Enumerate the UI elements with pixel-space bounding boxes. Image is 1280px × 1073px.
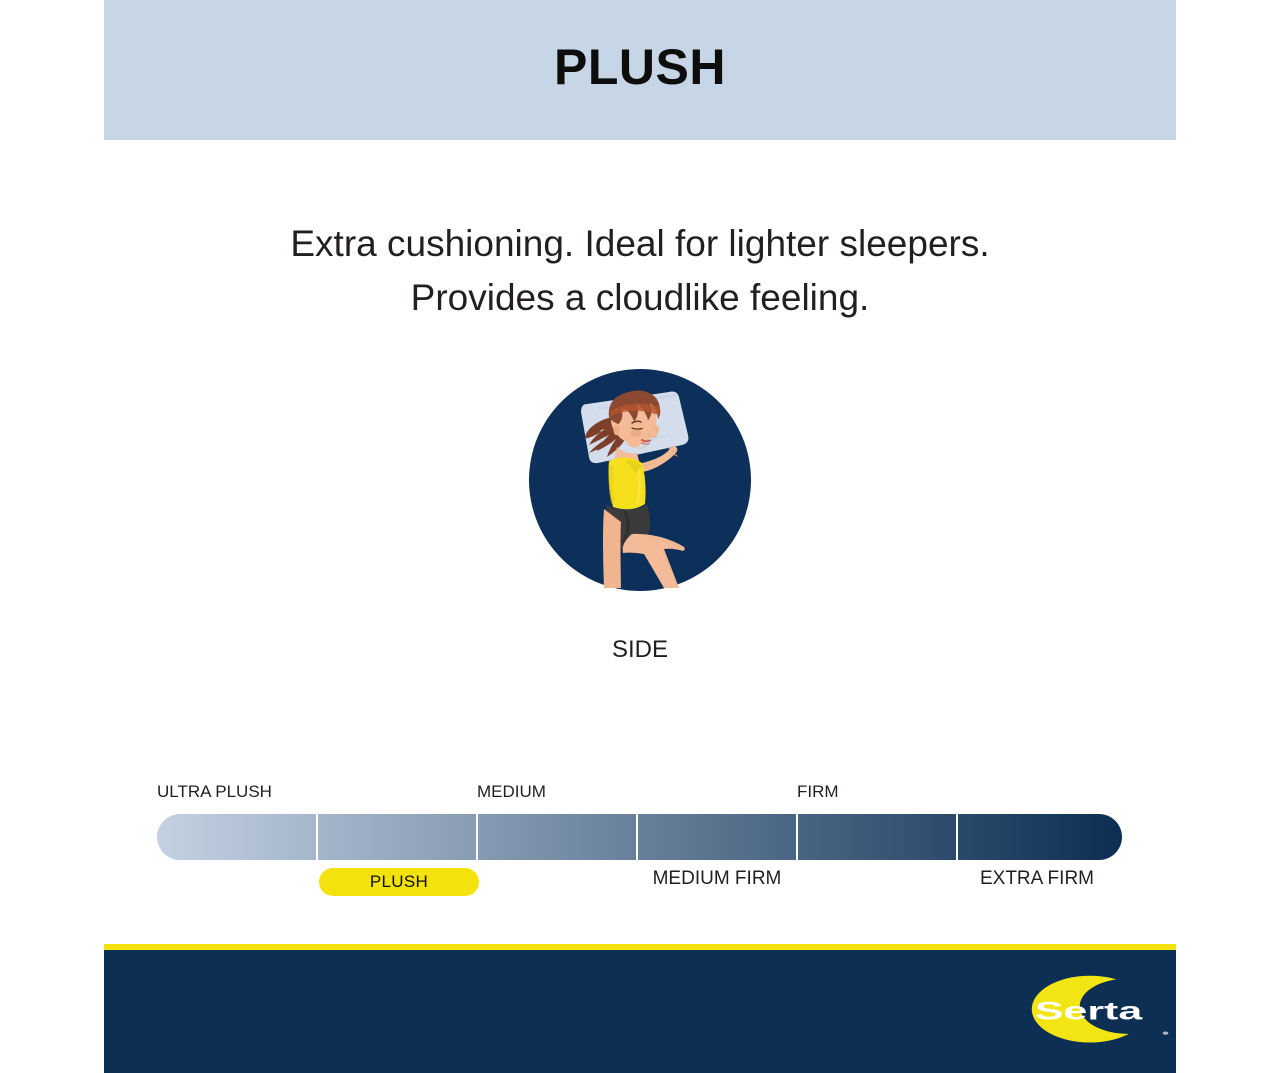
svg-text:Serta: Serta xyxy=(1035,997,1143,1025)
